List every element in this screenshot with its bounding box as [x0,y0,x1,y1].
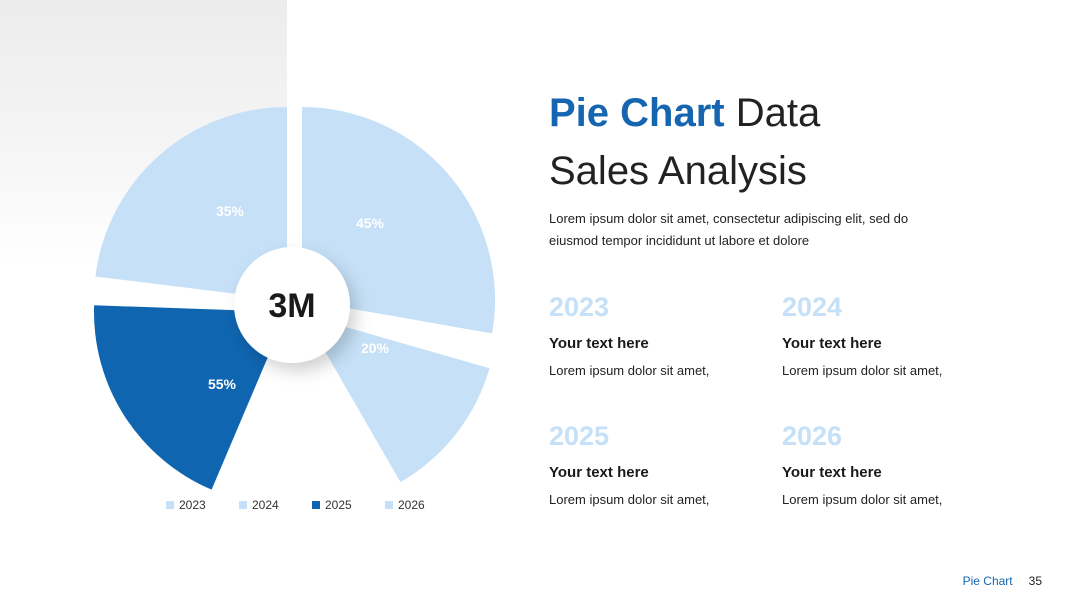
title-line2: Sales Analysis [549,149,807,193]
legend-label: 2023 [179,498,206,512]
legend-item-2025: 2025 [312,498,385,512]
legend-label: 2026 [398,498,425,512]
page-number: 35 [1028,574,1042,588]
legend-item-2026: 2026 [385,498,458,512]
card-year: 2025 [549,421,610,451]
card-text: Lorem ipsum dolor sit amet, [782,363,943,378]
card-year: 2024 [782,292,843,322]
footer-title: Pie Chart [962,574,1013,588]
slice-label-2026: 20% [361,340,390,356]
legend-label: 2025 [325,498,352,512]
pie-slice-2024 [302,107,495,334]
pie-slice-2025 [94,305,288,490]
title-accent: Pie Chart [549,91,725,135]
card-text: Lorem ipsum dolor sit amet, [782,492,943,507]
legend-swatch-2024 [239,501,247,509]
card-heading: Your text here [782,464,882,481]
card-text: Lorem ipsum dolor sit amet, [549,363,710,378]
legend-swatch-2026 [385,501,393,509]
legend-item-2023: 2023 [166,498,239,512]
slice-label-2023: 35% [216,203,245,219]
slice-label-2025: 55% [208,376,237,392]
pie-chart: 35% 45% 55% 20% 3M [94,106,495,490]
page-title: Pie Chart Data Sales Analysis [549,84,820,200]
title-line1-rest: Data [735,91,821,135]
legend-item-2024: 2024 [239,498,312,512]
center-label: 3M [268,287,315,325]
card-year: 2026 [782,421,843,451]
card-2026: 2026 Your text here Lorem ipsum dolor si… [782,421,1002,509]
card-heading: Your text here [549,335,649,352]
card-heading: Your text here [782,335,882,352]
footer: Pie Chart 35 [963,574,1042,588]
legend-label: 2024 [252,498,279,512]
card-year: 2023 [549,292,610,322]
description: Lorem ipsum dolor sit amet, consectetur … [549,211,909,248]
card-text: Lorem ipsum dolor sit amet, [549,492,710,507]
center-circle [234,247,350,363]
legend-swatch-2025 [312,501,320,509]
pie-slice-2023 [95,106,287,300]
card-2024: 2024 Your text here Lorem ipsum dolor si… [782,292,1002,380]
chart-legend: 2023 2024 2025 2026 [166,498,458,512]
card-2025: 2025 Your text here Lorem ipsum dolor si… [549,421,769,509]
legend-swatch-2023 [166,501,174,509]
card-heading: Your text here [549,464,649,481]
card-2023: 2023 Your text here Lorem ipsum dolor si… [549,292,769,380]
pie-slice-2026 [304,315,490,483]
slice-label-2024: 45% [356,215,385,231]
